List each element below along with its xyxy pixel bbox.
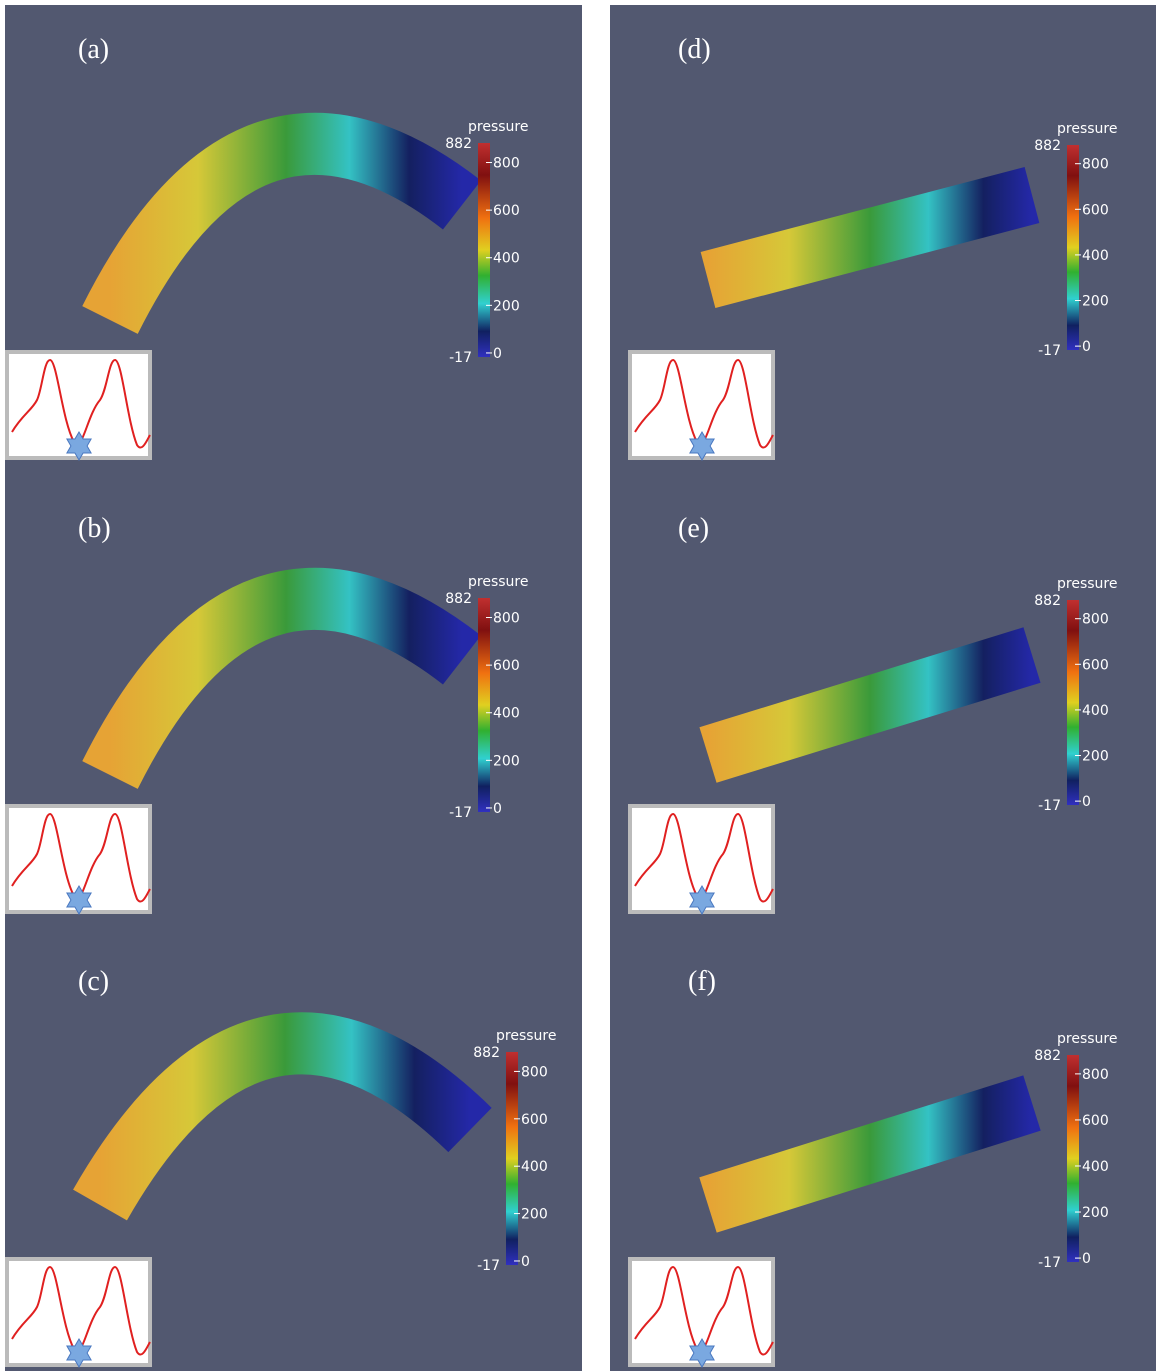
colorbar-tick-label: 200 bbox=[1082, 294, 1109, 310]
colorbar-max: 882 bbox=[1034, 138, 1061, 154]
colorbar-tick-label: 800 bbox=[521, 1064, 548, 1080]
colorbar-min: -17 bbox=[1038, 343, 1061, 359]
colorbar bbox=[478, 598, 490, 812]
colorbar-tick-label: 400 bbox=[1082, 703, 1109, 719]
colorbar-tick-label: 200 bbox=[1082, 749, 1109, 765]
colorbar-title: pressure bbox=[1057, 1031, 1117, 1047]
panel-label: (d) bbox=[678, 34, 711, 65]
colorbar-min: -17 bbox=[1038, 1255, 1061, 1271]
colorbar-max: 882 bbox=[445, 136, 472, 152]
colorbar-min: -17 bbox=[1038, 798, 1061, 814]
colorbar-tick-label: 600 bbox=[1082, 202, 1109, 218]
colorbar-max: 882 bbox=[1034, 593, 1061, 609]
colorbar-min: -17 bbox=[449, 805, 472, 821]
colorbar-title: pressure bbox=[468, 574, 528, 590]
colorbar-tick-label: 600 bbox=[1082, 657, 1109, 673]
colorbar-tick-label: 400 bbox=[1082, 1159, 1109, 1175]
colorbar-tick-label: 0 bbox=[1082, 1251, 1091, 1267]
colorbar-tick-label: 600 bbox=[493, 658, 520, 674]
panel-label: (f) bbox=[688, 966, 716, 997]
colorbar-tick-label: 600 bbox=[521, 1112, 548, 1128]
colorbar-max: 882 bbox=[445, 591, 472, 607]
colorbar bbox=[1067, 145, 1079, 350]
colorbar-title: pressure bbox=[496, 1028, 556, 1044]
colorbar-tick-label: 800 bbox=[1082, 612, 1109, 628]
colorbar-tick-label: 800 bbox=[493, 611, 520, 627]
colorbar-tick-label: 400 bbox=[521, 1159, 548, 1175]
colorbar-tick-label: 200 bbox=[493, 753, 520, 769]
panel-label: (a) bbox=[78, 34, 109, 65]
colorbar-title: pressure bbox=[468, 119, 528, 135]
colorbar bbox=[1067, 600, 1079, 805]
colorbar-min: -17 bbox=[477, 1258, 500, 1274]
colorbar-tick-label: 800 bbox=[493, 156, 520, 172]
panel-label: (b) bbox=[78, 513, 111, 544]
colorbar-tick-label: 0 bbox=[493, 346, 502, 362]
colorbar-max: 882 bbox=[473, 1045, 500, 1061]
panel-label: (e) bbox=[678, 513, 709, 544]
colorbar-max: 882 bbox=[1034, 1048, 1061, 1064]
colorbar-tick-label: 600 bbox=[493, 203, 520, 219]
colorbar-tick-label: 400 bbox=[493, 251, 520, 267]
colorbar-tick-label: 800 bbox=[1082, 1067, 1109, 1083]
colorbar-tick-label: 600 bbox=[1082, 1113, 1109, 1129]
colorbar-tick-label: 0 bbox=[1082, 339, 1091, 355]
colorbar-tick-label: 400 bbox=[1082, 248, 1109, 264]
colorbar-tick-label: 0 bbox=[521, 1254, 530, 1270]
figure: (a)pressure882-178006004002000(b)pressur… bbox=[0, 0, 1160, 1371]
colorbar-tick-label: 400 bbox=[493, 706, 520, 722]
colorbar-tick-label: 200 bbox=[1082, 1205, 1109, 1221]
colorbar-tick-label: 0 bbox=[1082, 794, 1091, 810]
colorbar-tick-label: 0 bbox=[493, 801, 502, 817]
colorbar-title: pressure bbox=[1057, 121, 1117, 137]
colorbar-tick-label: 200 bbox=[521, 1207, 548, 1223]
colorbar-tick-label: 200 bbox=[493, 298, 520, 314]
colorbar bbox=[1067, 1055, 1079, 1262]
colorbar bbox=[506, 1052, 518, 1265]
panel-label: (c) bbox=[78, 966, 109, 997]
colorbar-title: pressure bbox=[1057, 576, 1117, 592]
colorbar-tick-label: 800 bbox=[1082, 157, 1109, 173]
colorbar-min: -17 bbox=[449, 350, 472, 366]
colorbar bbox=[478, 143, 490, 357]
